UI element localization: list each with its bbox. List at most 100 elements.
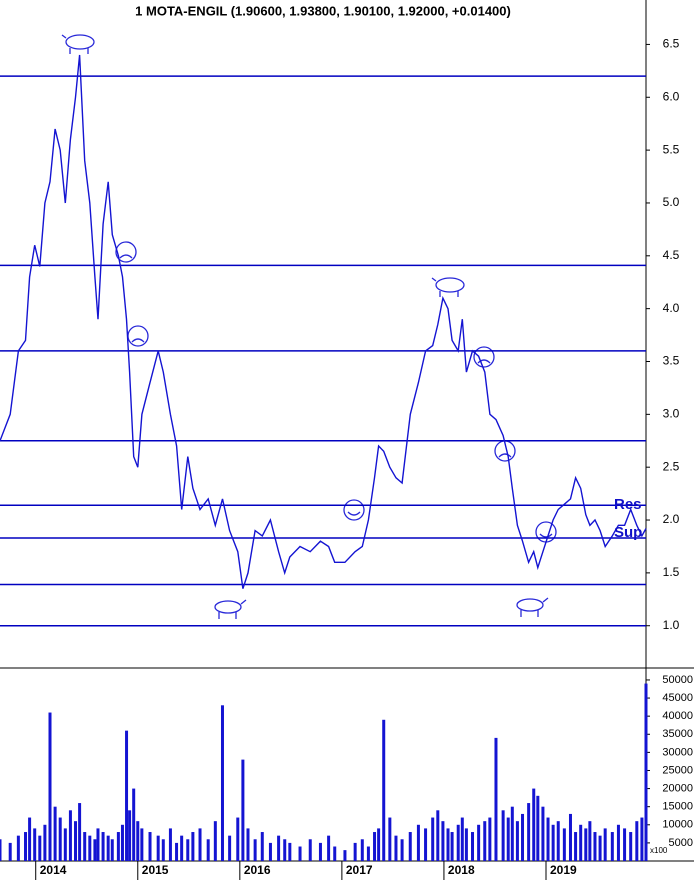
volume-bar — [308, 839, 312, 861]
volume-bar — [360, 839, 364, 861]
volume-bar — [191, 832, 195, 861]
volume-bar — [68, 810, 72, 861]
volume-bar — [161, 839, 165, 861]
y-tick-label: 45000 — [662, 692, 693, 704]
volume-bar — [277, 835, 281, 861]
volume-bar — [635, 821, 639, 861]
y-tick-label: 50000 — [662, 674, 693, 686]
volume-bar — [132, 788, 136, 861]
volume-bar — [288, 842, 292, 861]
volume-bar — [501, 810, 505, 861]
volume-bar — [236, 817, 240, 861]
volume-bar — [515, 821, 519, 861]
volume-bar — [431, 817, 435, 861]
volume-bar — [436, 810, 440, 861]
y-tick-label: 4.5 — [663, 248, 680, 262]
volume-bar — [24, 832, 28, 861]
volume-bar — [424, 828, 428, 861]
volume-bar — [562, 828, 566, 861]
volume-bar — [246, 828, 250, 861]
volume-bar — [603, 828, 607, 861]
volume-bar — [644, 683, 648, 861]
y-tick-label: 5.0 — [663, 195, 680, 209]
volume-bar — [408, 832, 412, 861]
volume-bar — [584, 828, 588, 861]
volume-bar — [74, 821, 78, 861]
bear-icon — [61, 34, 95, 54]
volume-bar — [450, 832, 454, 861]
volume-bar — [464, 828, 468, 861]
volume-bar — [441, 821, 445, 861]
bear-icon — [431, 277, 465, 297]
volume-bar — [640, 817, 644, 861]
volume-bar — [333, 846, 337, 861]
volume-bar — [546, 817, 550, 861]
bull-icon — [516, 597, 549, 617]
volume-bar — [532, 788, 536, 861]
y-tick-label: 1.5 — [663, 565, 680, 579]
volume-bar — [168, 828, 172, 861]
x-tick-label: 2017 — [346, 863, 373, 877]
volume-bar — [206, 839, 210, 861]
volume-bar — [568, 813, 572, 861]
volume-bar — [110, 839, 114, 861]
volume-bar — [353, 842, 357, 861]
volume-bar — [16, 835, 20, 861]
y-tick-label: 15000 — [662, 801, 693, 813]
volume-bar — [228, 835, 232, 861]
volume-bar — [198, 828, 202, 861]
volume-bar — [0, 839, 2, 861]
bull-icon — [214, 599, 247, 619]
volume-bar — [213, 821, 217, 861]
volume-bar — [96, 828, 100, 861]
volume-bar — [101, 832, 105, 861]
volume-bar — [180, 835, 184, 861]
y-tick-label: 25000 — [662, 764, 693, 776]
volume-bar — [43, 824, 47, 861]
volume-bar — [156, 835, 160, 861]
volume-bar — [388, 817, 392, 861]
volume-bar — [8, 842, 12, 861]
x-tick-label: 2019 — [550, 863, 577, 877]
volume-bar — [148, 832, 152, 861]
volume-bar — [456, 824, 460, 861]
volume-bar — [556, 821, 560, 861]
volume-bar — [488, 817, 492, 861]
y-tick-label: 10000 — [662, 819, 693, 831]
volume-bar — [220, 705, 224, 861]
volume-bar — [53, 806, 57, 861]
volume-bar — [48, 712, 52, 861]
frown-icon — [115, 241, 137, 263]
y-tick-label: 5000 — [669, 837, 693, 849]
unit-label: x100 — [650, 846, 668, 855]
volume-bar — [298, 846, 302, 861]
y-tick-label: 40000 — [662, 710, 693, 722]
volume-bar — [460, 817, 464, 861]
volume-bar — [574, 832, 578, 861]
volume-bar — [593, 832, 597, 861]
annotation: Res — [614, 496, 642, 513]
volume-bar — [327, 835, 331, 861]
y-tick-label: 20000 — [662, 782, 693, 794]
y-tick-label: 4.0 — [663, 301, 680, 315]
volume-bar — [400, 839, 404, 861]
y-tick-label: 35000 — [662, 728, 693, 740]
volume-bar — [120, 824, 124, 861]
volume-bar — [241, 759, 245, 861]
volume-bar — [506, 817, 510, 861]
volume-bar — [268, 842, 272, 861]
volume-bar — [629, 832, 633, 861]
y-tick-label: 6.5 — [663, 37, 680, 51]
volume-bar — [88, 835, 92, 861]
volume-bar — [116, 832, 120, 861]
volume-bar — [579, 824, 583, 861]
volume-bar — [175, 842, 179, 861]
signal-icons — [61, 34, 557, 619]
volume-bar — [318, 842, 322, 861]
volume-bar — [253, 839, 257, 861]
x-tick-label: 2014 — [40, 863, 67, 877]
volume-bar — [588, 821, 592, 861]
volume-bar — [38, 835, 42, 861]
smile-icon — [343, 499, 365, 521]
